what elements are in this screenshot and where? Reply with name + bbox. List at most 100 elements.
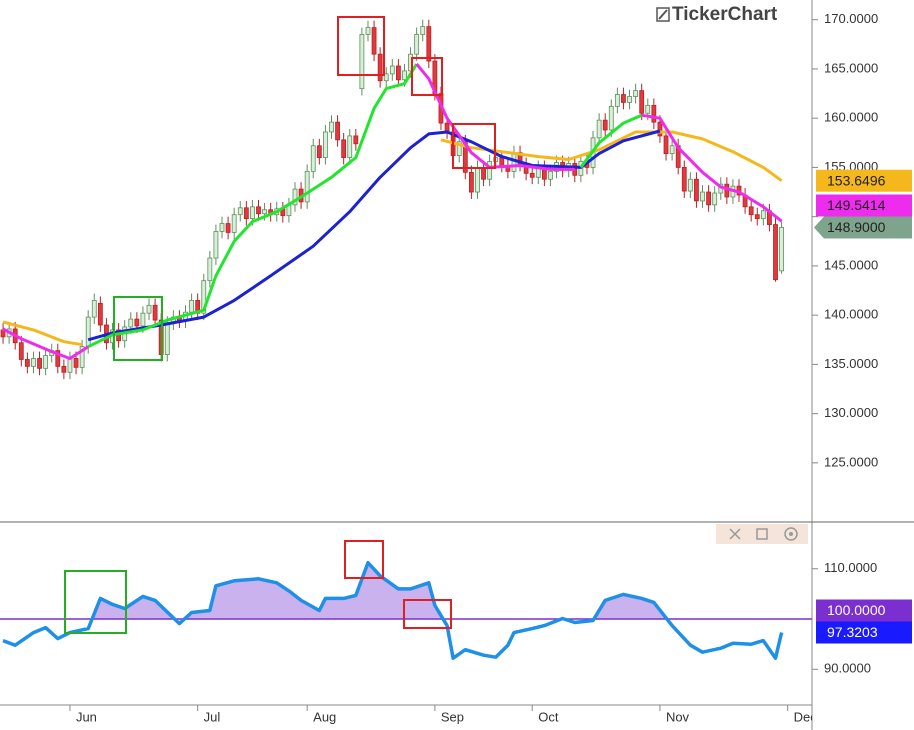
candle-body	[347, 135, 353, 158]
candle-body	[24, 359, 30, 367]
x-tick-label: Jun	[76, 709, 97, 724]
candle-body	[760, 210, 766, 220]
area-fill	[92, 562, 667, 620]
value-label: 148.9000	[827, 219, 886, 235]
candle-body	[67, 358, 73, 373]
candle-body	[329, 121, 334, 133]
candle-body	[237, 207, 243, 216]
candle-body	[639, 90, 645, 114]
candle-body	[256, 206, 261, 215]
moving-average-line	[2, 63, 783, 360]
candle-body	[31, 358, 36, 367]
candle-body	[377, 53, 383, 82]
y-tick-label: 110.0000	[824, 560, 877, 575]
moving-average-line	[2, 130, 783, 347]
logo-text: TickerChart	[672, 4, 778, 25]
candle-body	[97, 302, 103, 326]
y-tick-label: 125.0000	[824, 454, 878, 469]
candle-body	[426, 26, 432, 62]
candle-body	[91, 299, 97, 318]
candle-body	[548, 170, 553, 180]
candle-body	[608, 105, 614, 131]
y-tick-label: 145.0000	[824, 257, 878, 272]
candle-body	[663, 135, 669, 155]
candle-body	[164, 322, 170, 355]
candle-body	[706, 191, 711, 206]
candle-body	[779, 227, 784, 272]
candle-body	[529, 172, 535, 178]
panel-controls	[716, 524, 808, 544]
candle-body	[475, 167, 480, 193]
x-tick-label: Jul	[204, 709, 221, 724]
value-label-bg	[816, 599, 912, 622]
maximize-icon[interactable]	[756, 528, 768, 540]
candle-body	[414, 34, 420, 55]
candle-body	[304, 170, 310, 203]
value-label: 100.0000	[827, 602, 886, 618]
candle-body	[669, 145, 675, 155]
candle-body	[250, 206, 255, 220]
candle-body	[43, 355, 49, 369]
candle-body	[134, 318, 140, 327]
value-label-bg	[814, 216, 912, 239]
candle-body	[456, 141, 462, 157]
x-tick-label: Aug	[313, 709, 336, 724]
candle-body	[499, 157, 505, 166]
y-tick-label: 160.0000	[824, 110, 878, 125]
y-tick-label: 130.0000	[824, 405, 878, 420]
candle-body	[323, 131, 328, 158]
x-tick-label: Oct	[538, 709, 559, 724]
value-labels: 153.6496 149.5414 148.9000 97.3203 100.0000	[814, 169, 912, 644]
y-tick-label: 170.0000	[824, 11, 878, 26]
highlight-box	[64, 570, 127, 634]
candle-body	[341, 139, 347, 158]
candle-body	[645, 104, 651, 114]
candle-body	[468, 171, 474, 193]
indicator-line	[2, 560, 784, 660]
candle-body	[596, 119, 602, 139]
settings-icon[interactable]	[784, 527, 798, 541]
candle-body	[481, 167, 486, 180]
candle-body	[262, 209, 267, 215]
value-label-bg	[816, 194, 912, 217]
candle-body	[128, 318, 134, 328]
candle-body	[651, 104, 657, 123]
close-icon[interactable]	[729, 528, 741, 540]
candle-body	[627, 96, 632, 103]
candle-body	[292, 188, 298, 206]
x-tick-label: Sep	[441, 709, 464, 724]
candle-body	[201, 280, 207, 314]
candle-body	[402, 70, 407, 81]
candle-body	[243, 207, 249, 220]
candle-body	[694, 178, 699, 202]
candle-body	[231, 214, 237, 233]
candle-body	[602, 119, 608, 131]
candle-body	[213, 231, 219, 259]
candle-body	[316, 145, 322, 158]
value-label: 97.3203	[827, 624, 878, 640]
candle-body	[383, 73, 389, 82]
candle-body	[773, 224, 778, 281]
candle-body	[487, 161, 493, 180]
logo-icon	[656, 7, 670, 22]
candle-body	[140, 312, 146, 327]
candle-body	[614, 94, 620, 107]
highlight-box	[337, 16, 385, 76]
candle-body	[37, 358, 42, 369]
highlight-boxes	[64, 16, 496, 634]
candle-body	[73, 358, 79, 368]
candle-body	[310, 145, 316, 172]
plot: 125.0000 130.0000 135.0000 140.0000 145.0000…	[0, 11, 878, 724]
highlight-box	[344, 540, 384, 579]
moving-average-line	[87, 63, 643, 349]
candle-body	[359, 34, 365, 90]
logo-icon	[658, 9, 668, 20]
candle-body	[657, 121, 663, 137]
highlight-box	[113, 296, 163, 361]
candle-body	[335, 121, 340, 141]
panel-controls-bg	[716, 524, 808, 544]
candle-body	[371, 27, 377, 55]
candle-body	[687, 178, 693, 192]
candle-body	[621, 94, 626, 103]
